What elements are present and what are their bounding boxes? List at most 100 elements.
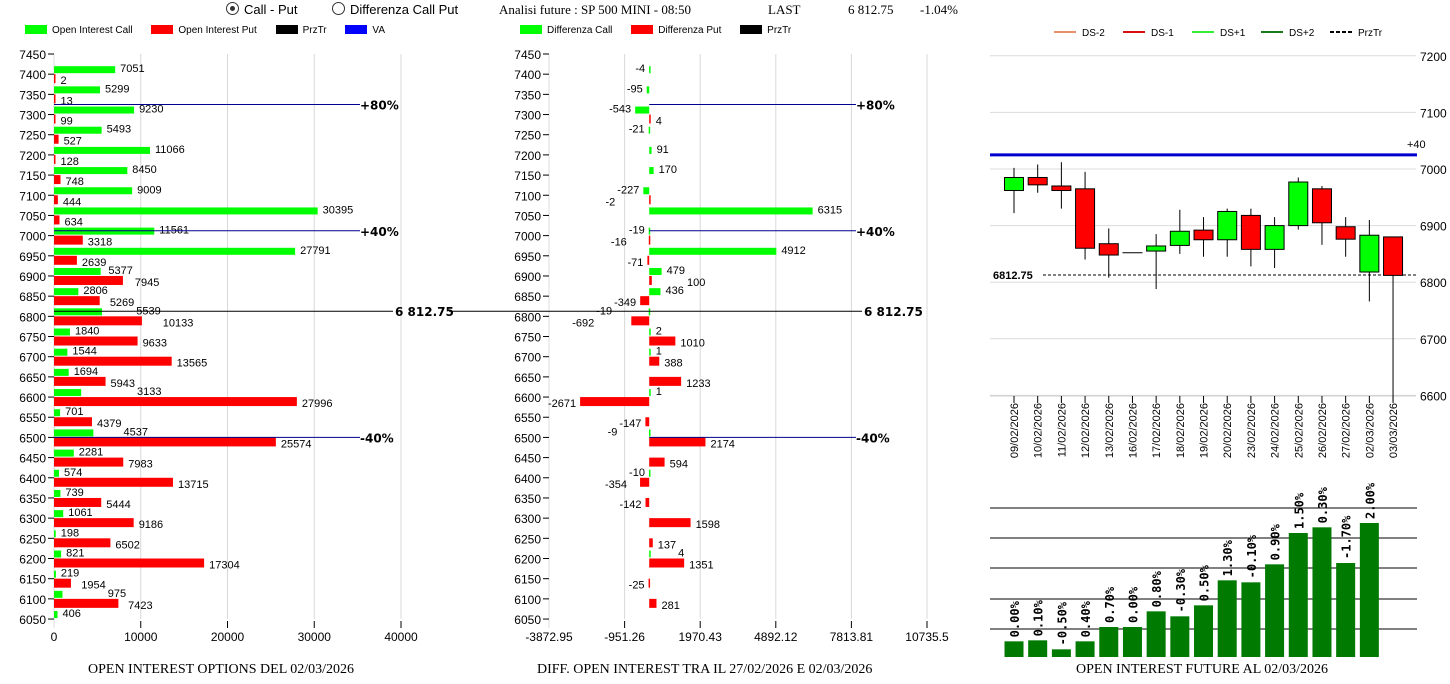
oi-options-title: OPEN INTEREST OPTIONS DEL 02/03/2026 — [88, 662, 354, 677]
put-bar — [54, 558, 205, 568]
put-bar-label: 9633 — [143, 338, 167, 350]
call-bar-label: 5377 — [108, 265, 132, 277]
candle-up — [1004, 176, 1024, 192]
oi-bar — [1004, 641, 1024, 657]
put-bar — [580, 397, 650, 407]
call-bar-label: 5493 — [107, 124, 131, 136]
put-bar — [649, 558, 685, 568]
put-bar-label: 3318 — [88, 237, 112, 249]
strike-label: 6800 — [514, 310, 541, 324]
date-label: 16/02/2026 — [1127, 403, 1139, 458]
y-tick-label: 6900 — [1420, 220, 1447, 234]
call-bar — [649, 389, 651, 397]
prztr-label: 6 812.75 — [864, 305, 923, 319]
legend-swatch — [25, 25, 47, 34]
strike-label: 6650 — [19, 371, 46, 385]
put-bar-label: 17304 — [209, 560, 240, 572]
put-bar-label: 7423 — [128, 600, 152, 612]
candle-up — [1288, 181, 1309, 227]
put-bar-label: 1233 — [686, 378, 710, 390]
call-bar-label: 2 — [656, 326, 662, 338]
legend-item: Differenza Put — [631, 25, 721, 36]
oi-future-title: OPEN INTEREST FUTURE AL 02/03/2026 — [1076, 662, 1329, 677]
radio-call-put[interactable]: Call - Put — [226, 2, 297, 17]
date-label: 25/02/2026 — [1293, 403, 1305, 458]
legend-label: VA — [372, 25, 386, 36]
strike-label: 6300 — [19, 512, 46, 526]
candle-up — [1264, 225, 1285, 250]
strike-label: 7450 — [19, 48, 46, 62]
call-bar — [54, 288, 79, 296]
put-bar-label: 13 — [61, 95, 73, 107]
call-bar-label: 6315 — [818, 204, 842, 216]
call-bar — [649, 328, 651, 336]
strike-label: 7300 — [514, 109, 541, 123]
call-bar — [54, 187, 133, 195]
y-tick-label: 7000 — [1420, 163, 1447, 177]
call-bar-label: 479 — [667, 265, 685, 277]
call-bar-label: 30395 — [323, 204, 354, 216]
candle-up — [1169, 230, 1190, 246]
call-bar — [649, 267, 662, 275]
oi-bar — [1170, 616, 1190, 657]
strike-label: 6700 — [514, 351, 541, 365]
call-bar-label: -21 — [629, 124, 645, 136]
strike-label: 6350 — [514, 492, 541, 506]
strike-label: 6100 — [514, 593, 541, 607]
put-bar-label: -147 — [619, 418, 641, 430]
put-bar-label: 748 — [65, 176, 83, 188]
put-bar-label: 4379 — [97, 418, 121, 430]
oi-bar — [1241, 582, 1261, 657]
call-bar — [649, 550, 651, 558]
put-bar — [54, 538, 111, 548]
oi-bar-label: 0.40% — [1079, 600, 1093, 637]
put-bar-label: -25 — [629, 580, 645, 592]
put-bar-label: -2 — [606, 196, 616, 208]
strike-label: 6700 — [19, 351, 46, 365]
put-bar-label: 6502 — [115, 539, 139, 551]
put-bar — [54, 497, 102, 507]
radio-differenza[interactable]: Differenza Call Put — [332, 2, 458, 17]
strike-label: 6900 — [19, 270, 46, 284]
prztr-label: 6812.75 — [993, 270, 1033, 282]
put-bar — [54, 477, 173, 487]
va-label: +80% — [360, 98, 399, 112]
oi-bar-label: 0.90% — [1269, 523, 1283, 560]
x-tick-label: 40000 — [384, 630, 418, 644]
legend-diff: Differenza Call Differenza Put PrzTr — [520, 25, 807, 36]
strike-label: 7250 — [514, 129, 541, 143]
call-bar — [54, 489, 61, 497]
put-bar-label: 1351 — [689, 560, 713, 572]
put-bar — [54, 195, 58, 205]
strike-label: 6350 — [19, 492, 46, 506]
strike-label: 6450 — [514, 452, 541, 466]
strike-label: 6950 — [514, 250, 541, 264]
date-label: 26/02/2026 — [1317, 403, 1329, 458]
oi-bar-label: 2.00% — [1363, 482, 1377, 519]
y-tick-label: 6600 — [1420, 389, 1447, 403]
oi-bar-label: 0.30% — [1316, 486, 1330, 523]
put-bar-label: 1010 — [680, 338, 704, 350]
date-label: 20/02/2026 — [1222, 403, 1234, 458]
oi-bar-label: 0.00% — [1126, 586, 1140, 623]
put-bar — [54, 235, 83, 245]
call-bar — [54, 267, 101, 275]
legend-item: Open Interest Call — [25, 25, 133, 36]
strike-label: 6250 — [19, 532, 46, 546]
strike-label: 6050 — [514, 613, 541, 627]
legend-swatch — [275, 25, 298, 34]
analysis-title: Analisi future : SP 500 MINI - 08:50 — [499, 2, 691, 17]
date-label: 17/02/2026 — [1151, 403, 1163, 458]
legend-label: Differenza Put — [658, 25, 722, 36]
call-bar — [649, 288, 661, 296]
put-bar-label: 5444 — [106, 499, 130, 511]
radio-unselected-icon[interactable] — [332, 2, 345, 15]
radio-selected-icon[interactable] — [226, 2, 239, 15]
call-bar — [54, 449, 74, 457]
call-bar-label: 1694 — [74, 366, 98, 378]
oi-bar-label: -0.50% — [1055, 601, 1069, 645]
call-bar-label: 170 — [659, 164, 677, 176]
x-tick-label: -3872.95 — [525, 630, 573, 644]
va-label: +80% — [856, 98, 895, 112]
call-bar-label: 1840 — [75, 326, 99, 338]
